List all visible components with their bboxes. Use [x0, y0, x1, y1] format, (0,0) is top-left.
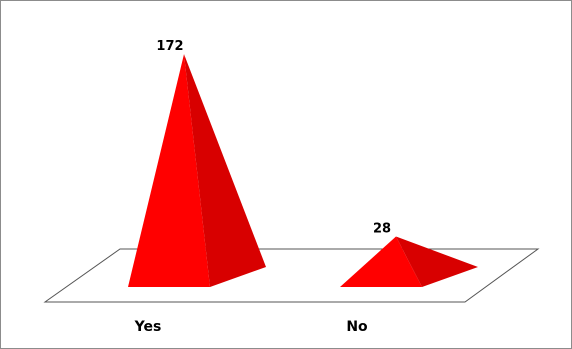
category-label-no: No [346, 319, 368, 335]
chart-floor [43, 248, 540, 303]
pyramid-marks [128, 54, 478, 288]
data-label-yes: 172 [156, 39, 183, 54]
category-label-yes: Yes [134, 319, 162, 335]
pyramid-side-yes [184, 54, 266, 288]
pyramid-side-no [396, 236, 478, 287]
pyramid-front-yes [128, 54, 210, 288]
chart-labels: 172 Yes 28 No [134, 39, 391, 335]
data-label-no: 28 [373, 222, 391, 237]
pyramid-front-no [340, 236, 422, 287]
